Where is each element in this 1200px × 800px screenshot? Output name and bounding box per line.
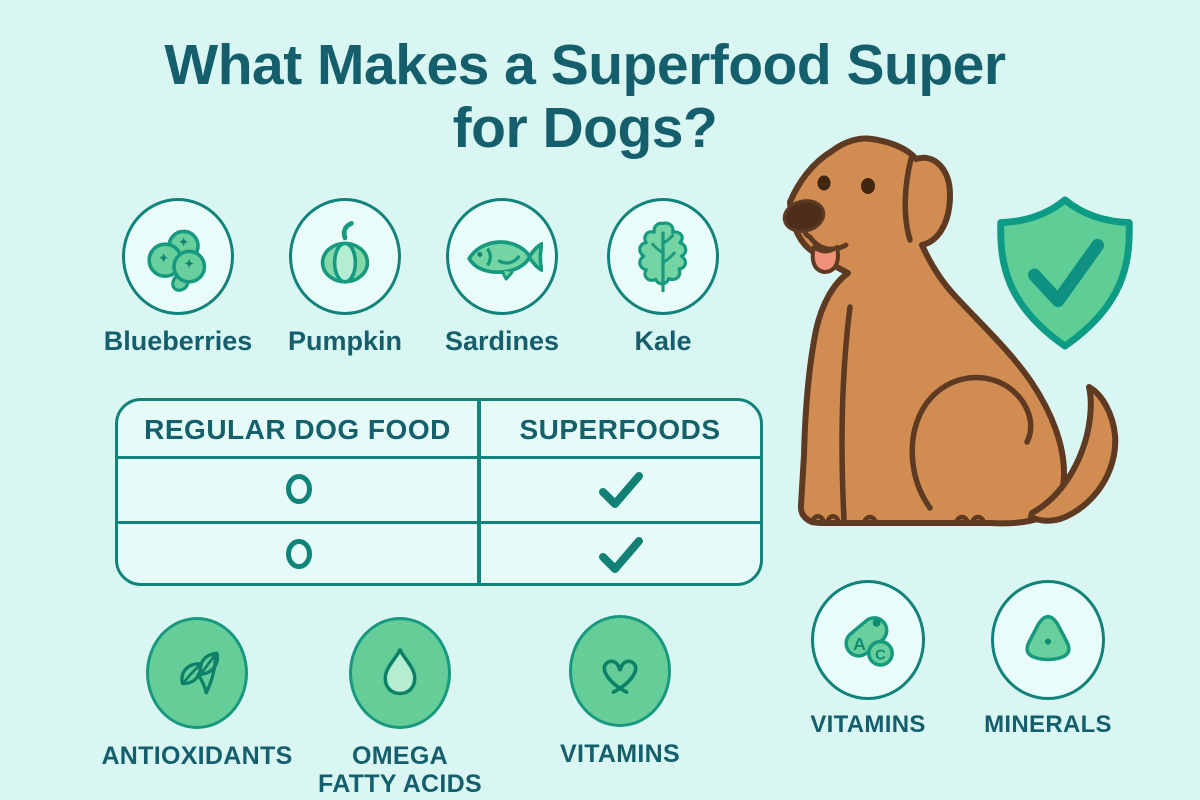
dog-tail <box>1028 384 1119 524</box>
mineral-stone-icon <box>991 580 1105 700</box>
dog-tongue <box>810 245 840 274</box>
table-header-superfoods: SUPERFOODS <box>519 414 721 445</box>
pill-letter-c: C <box>875 648 886 664</box>
title-line-2: for Dogs? <box>452 96 718 160</box>
water-drop-icon <box>349 617 451 729</box>
heart-loop-icon <box>569 615 671 727</box>
superfood-label: Kale <box>634 326 692 356</box>
dog-chest-line <box>839 304 853 522</box>
benefit-item-minerals: MINERALS <box>948 580 1148 739</box>
benefit-label: VITAMINS <box>560 740 680 768</box>
kale-leaf-icon <box>607 198 719 315</box>
shield-check-icon <box>997 196 1133 350</box>
superfood-label: Pumpkin <box>287 326 402 356</box>
page-title: What Makes a Superfood Super for Dogs? <box>0 34 1170 160</box>
table-column-divider <box>477 401 481 583</box>
sardine-fish-icon <box>446 198 558 315</box>
benefit-label-line1: OMEGA <box>352 742 448 770</box>
dog-eye-right <box>861 178 875 194</box>
superfood-label: Blueberries <box>103 326 253 356</box>
benefit-item-vitamins-right: A C VITAMINS <box>768 580 968 739</box>
pill-letter-a: A <box>853 634 866 654</box>
benefit-label-line2: FATTY ACIDS <box>318 770 482 798</box>
superfood-item-pumpkin: Pumpkin <box>260 198 430 357</box>
table-row-divider <box>118 521 760 524</box>
benefit-label: OMEGA FATTY ACIDS <box>318 742 482 798</box>
checkmark-icon <box>599 537 643 573</box>
benefit-label: ANTIOXIDANTS <box>101 742 293 770</box>
dog-toes <box>809 514 987 526</box>
superfood-item-kale: Kale <box>578 198 748 357</box>
benefit-label: VITAMINS <box>810 711 926 738</box>
dog-illustration <box>782 135 1119 527</box>
vitamin-pills-icon: A C <box>811 580 925 700</box>
leaves-icon <box>146 617 248 729</box>
empty-circle-icon <box>286 539 312 569</box>
dog-nose <box>782 199 826 233</box>
benefit-label: MINERALS <box>984 711 1112 738</box>
checkmark-icon <box>599 472 643 508</box>
benefit-item-vitamins-left: VITAMINS <box>510 615 730 768</box>
dog-eye-left <box>817 175 831 191</box>
table-header-regular: REGULAR DOG FOOD <box>144 414 451 445</box>
superfood-label: Sardines <box>444 326 560 356</box>
dog-ear <box>902 156 914 243</box>
superfood-item-blueberries: Blueberries <box>93 198 263 357</box>
empty-circle-icon <box>286 474 312 504</box>
superfood-item-sardines: Sardines <box>417 198 587 357</box>
table-row-divider <box>118 456 760 459</box>
benefit-item-antioxidants: ANTIOXIDANTS <box>87 617 307 770</box>
dog-body <box>787 135 1067 527</box>
title-line-1: What Makes a Superfood Super <box>164 33 1006 97</box>
benefit-item-omega: OMEGA FATTY ACIDS <box>290 617 510 798</box>
comparison-table: REGULAR DOG FOOD SUPERFOODS <box>115 398 763 586</box>
dog-thigh-line <box>909 374 1034 511</box>
pumpkin-icon <box>289 198 401 315</box>
blueberries-icon <box>122 198 234 315</box>
